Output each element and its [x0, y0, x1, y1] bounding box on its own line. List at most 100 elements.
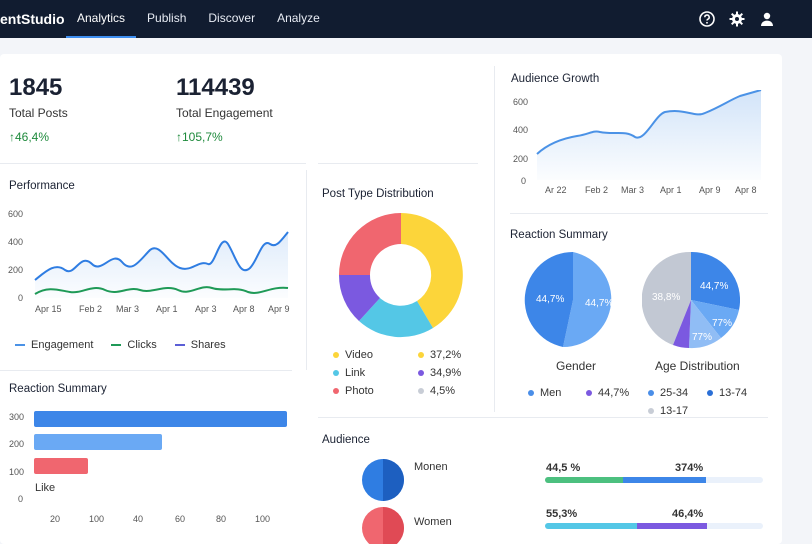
total-engagement-delta: ↑105,7% — [176, 130, 223, 144]
nav-analytics[interactable]: Analytics — [66, 0, 137, 38]
user-icon[interactable] — [758, 10, 776, 28]
pie-label: 44,7% — [700, 281, 728, 292]
gender-pie: 44,7% 44,7% — [524, 251, 613, 348]
performance-title: Performance — [9, 180, 75, 192]
legend-item: 25-34 — [648, 387, 688, 399]
y-tick: 0 — [521, 176, 526, 186]
y-tick: 200 — [513, 154, 528, 164]
legend-dot — [333, 388, 339, 395]
audience-growth-chart: 600 400 200 0 Ar 22 Feb 2 Mar 3 Apr 1 Ap… — [513, 90, 762, 195]
bar[interactable] — [34, 434, 162, 450]
legend-swatch — [15, 344, 25, 346]
gear-icon[interactable] — [728, 10, 746, 28]
app-brand[interactable]: entStudio — [0, 11, 65, 27]
total-posts-label: Total Posts — [9, 106, 68, 120]
pie-slice-men — [524, 251, 573, 347]
y-tick: 400 — [8, 237, 23, 247]
x-tick: Mar 3 — [621, 185, 644, 195]
nav-discover[interactable]: Discover — [208, 11, 256, 25]
post-type-title: Post Type Distribution — [322, 188, 434, 200]
audience-label: Monen — [414, 461, 448, 473]
pie-label: 77% — [712, 318, 732, 329]
clicks-line — [34, 286, 289, 295]
divider — [306, 170, 307, 370]
legend-dot — [648, 390, 654, 397]
x-tick: Apr 8 — [735, 185, 757, 195]
legend-item[interactable]: Clicks — [111, 339, 157, 351]
pie-slice-45-54 — [689, 300, 721, 349]
engagement-area — [35, 232, 288, 298]
y-tick: 200 — [8, 265, 23, 275]
pie-slice-women — [563, 252, 612, 348]
legend-label: Link — [345, 367, 366, 379]
legend-item: 13-74 — [707, 387, 747, 399]
pie-label: 38,8% — [652, 292, 680, 303]
divider — [0, 370, 292, 371]
pie-label: 44,7% — [536, 294, 564, 305]
pie-slice-25-34 — [691, 251, 740, 310]
x-tick: Ar 22 — [545, 185, 567, 195]
legend-item-pct: 34,9% — [418, 367, 461, 379]
total-engagement-label: Total Engagement — [176, 106, 273, 120]
post-type-donut — [338, 213, 463, 338]
legend-item: 13-17 — [648, 405, 688, 417]
legend-label: Video — [345, 349, 373, 361]
legend-label: Shares — [190, 339, 226, 351]
legend-item-photo: Photo — [333, 385, 374, 397]
progress-fill — [545, 477, 623, 483]
total-posts-delta: ↑46,4% — [9, 130, 50, 144]
x-tick: 40 — [133, 514, 144, 524]
progress-fill — [545, 523, 637, 529]
donut-slice-other — [338, 275, 380, 321]
donut-slice-video — [401, 213, 463, 328]
x-tick: Feb 2 — [585, 185, 608, 195]
header-actions — [698, 10, 776, 28]
donut-slice-link — [359, 298, 433, 338]
legend-dot — [648, 408, 654, 415]
x-tick: Apr 9 — [268, 304, 290, 314]
progress-left-value: 44,5 % — [546, 462, 581, 474]
divider — [0, 163, 306, 164]
nav-publish[interactable]: Publish — [147, 11, 187, 25]
pie-slice-13-17 — [642, 251, 691, 345]
x-tick: 100 — [255, 514, 271, 524]
audience-title: Audience — [322, 434, 370, 446]
progress-right-value: 374% — [675, 462, 704, 474]
progress-fill — [623, 477, 706, 483]
bar[interactable] — [34, 411, 287, 427]
top-navigation-bar: entStudio Analytics Publish Discover Ana… — [0, 0, 812, 38]
y-tick: 400 — [513, 125, 528, 135]
divider — [494, 66, 495, 412]
legend-label: Engagement — [31, 339, 94, 351]
total-engagement-value: 114439 — [176, 74, 255, 101]
legend-item: 44,7% — [586, 387, 629, 399]
legend-swatch — [111, 344, 122, 346]
legend-label: 4,5% — [430, 385, 456, 397]
legend-item: Men — [528, 387, 561, 399]
donut-slice-photo — [339, 213, 401, 275]
help-icon[interactable] — [698, 10, 716, 28]
legend-item[interactable]: Engagement — [15, 339, 93, 351]
bar[interactable] — [34, 458, 88, 474]
x-tick: 20 — [50, 514, 61, 524]
pie-label: 77% — [692, 332, 712, 343]
divider — [318, 417, 768, 418]
legend-item[interactable]: Shares — [174, 339, 226, 351]
bar-label-like: Like — [35, 482, 56, 494]
x-tick: Apr 8 — [233, 304, 255, 314]
legend-label: 37,2% — [430, 349, 462, 361]
legend-label: Photo — [345, 385, 374, 397]
legend-dot — [418, 370, 424, 377]
legend-label: Clicks — [127, 339, 157, 351]
legend-dot — [333, 370, 339, 377]
nav-analyze[interactable]: Analyze — [277, 11, 320, 25]
divider — [318, 163, 478, 164]
x-tick: 100 — [89, 514, 105, 524]
legend-swatch — [174, 344, 185, 346]
x-tick: Apr 3 — [195, 304, 217, 314]
x-tick: Apr 15 — [35, 304, 62, 314]
gender-label: Gender — [556, 359, 597, 373]
x-tick: Apr 1 — [660, 185, 682, 195]
audience-item-women: Women — [414, 516, 452, 528]
progress-bar — [545, 477, 763, 483]
